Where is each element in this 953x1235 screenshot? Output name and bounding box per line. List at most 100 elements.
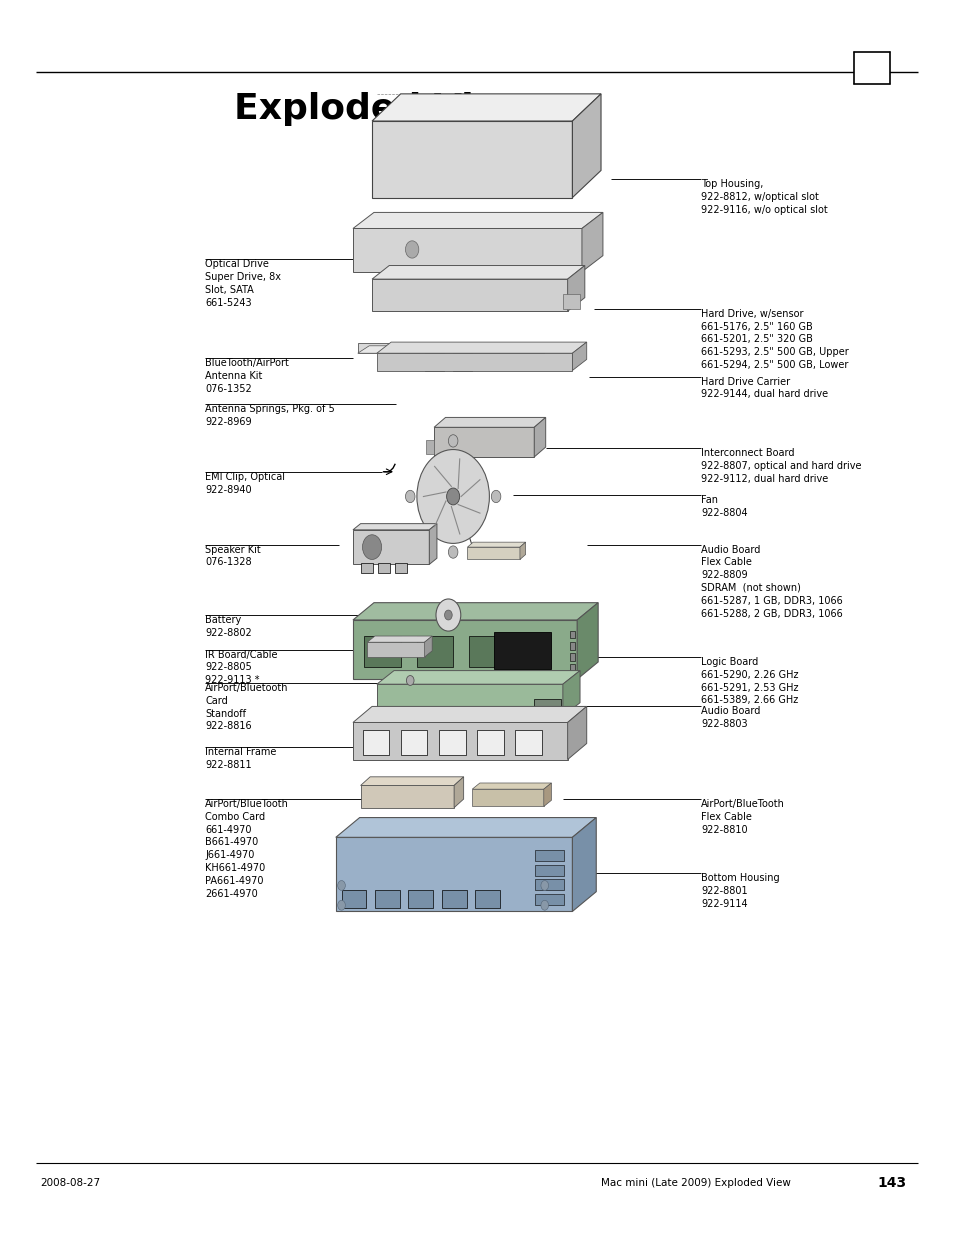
Bar: [441, 890, 466, 908]
Circle shape: [448, 546, 457, 558]
Polygon shape: [581, 212, 602, 272]
Circle shape: [444, 610, 452, 620]
Circle shape: [540, 881, 548, 890]
Bar: [377, 563, 390, 573]
Polygon shape: [335, 818, 596, 837]
Circle shape: [337, 881, 345, 890]
Text: AirPort/BlueTooth
Flex Cable
922-8810: AirPort/BlueTooth Flex Cable 922-8810: [700, 799, 784, 835]
Text: BlueTooth/AirPort
Antenna Kit
076-1352: BlueTooth/AirPort Antenna Kit 076-1352: [205, 358, 289, 394]
Bar: [476, 730, 503, 755]
Polygon shape: [543, 783, 551, 806]
Polygon shape: [367, 642, 424, 657]
Circle shape: [436, 599, 460, 631]
Polygon shape: [472, 783, 551, 789]
Polygon shape: [467, 542, 525, 547]
Bar: [569, 642, 575, 650]
Polygon shape: [357, 346, 555, 353]
Polygon shape: [426, 440, 434, 454]
Polygon shape: [572, 818, 596, 911]
Text: Internal Frame
922-8811: Internal Frame 922-8811: [205, 747, 276, 769]
Bar: [416, 636, 453, 667]
Bar: [469, 636, 505, 667]
Polygon shape: [519, 542, 525, 559]
Bar: [360, 563, 373, 573]
Text: AirPort/Bluetooth
Card
Standoff
922-8816: AirPort/Bluetooth Card Standoff 922-8816: [205, 683, 289, 731]
Polygon shape: [376, 353, 572, 370]
Circle shape: [446, 488, 459, 505]
Text: Optical Drive
Super Drive, 8x
Slot, SATA
661-5243: Optical Drive Super Drive, 8x Slot, SATA…: [205, 259, 281, 308]
Bar: [408, 890, 433, 908]
Text: Antenna Springs, Pkg. of 5
922-8969: Antenna Springs, Pkg. of 5 922-8969: [205, 404, 335, 426]
Polygon shape: [562, 294, 579, 309]
Bar: [853, 52, 889, 84]
Text: SDRAM  (not shown)
661-5287, 1 GB, DDR3, 1066
661-5288, 2 GB, DDR3, 1066: SDRAM (not shown) 661-5287, 1 GB, DDR3, …: [700, 583, 842, 619]
Polygon shape: [335, 837, 572, 911]
Bar: [569, 653, 575, 661]
Polygon shape: [353, 212, 602, 228]
Polygon shape: [434, 427, 534, 457]
Polygon shape: [360, 785, 454, 808]
Bar: [424, 353, 443, 370]
Polygon shape: [353, 620, 577, 679]
Circle shape: [540, 900, 548, 910]
Bar: [453, 353, 472, 370]
Polygon shape: [372, 266, 584, 279]
Polygon shape: [424, 636, 432, 657]
Polygon shape: [353, 228, 581, 272]
Bar: [362, 730, 389, 755]
Polygon shape: [372, 94, 600, 121]
Text: Bottom Housing
922-8801
922-9114: Bottom Housing 922-8801 922-9114: [700, 873, 779, 909]
Polygon shape: [372, 279, 567, 311]
Text: Audio Board
922-8803: Audio Board 922-8803: [700, 706, 760, 729]
Circle shape: [337, 900, 345, 910]
Polygon shape: [360, 777, 463, 785]
Polygon shape: [357, 343, 543, 353]
Text: Interconnect Board
922-8807, optical and hard drive
922-9112, dual hard drive: Interconnect Board 922-8807, optical and…: [700, 448, 861, 484]
Bar: [438, 730, 465, 755]
Bar: [341, 890, 366, 908]
Polygon shape: [353, 603, 598, 620]
Polygon shape: [372, 121, 572, 198]
Text: IR Board/Cable
922-8805
922-9113 *: IR Board/Cable 922-8805 922-9113 *: [205, 650, 277, 685]
Polygon shape: [376, 342, 586, 353]
Bar: [535, 894, 563, 905]
Text: Logic Board
661-5290, 2.26 GHz
661-5291, 2.53 GHz
661-5389, 2.66 GHz: Logic Board 661-5290, 2.26 GHz 661-5291,…: [700, 657, 798, 705]
Polygon shape: [467, 547, 519, 559]
Polygon shape: [454, 777, 463, 808]
Polygon shape: [376, 684, 562, 716]
Text: Exploded View: Exploded View: [233, 91, 531, 126]
Text: AirPort/BlueTooth
Combo Card
661-4970
B661-4970
J661-4970
KH661-4970
PA661-4970
: AirPort/BlueTooth Combo Card 661-4970 B6…: [205, 799, 289, 899]
Circle shape: [405, 241, 418, 258]
Text: Speaker Kit
076-1328: Speaker Kit 076-1328: [205, 545, 260, 567]
Bar: [364, 636, 400, 667]
Polygon shape: [376, 671, 579, 684]
Circle shape: [406, 676, 414, 685]
Polygon shape: [353, 530, 429, 564]
Bar: [534, 699, 560, 714]
Bar: [569, 664, 575, 672]
Text: 2008-08-27: 2008-08-27: [40, 1178, 100, 1188]
Bar: [535, 879, 563, 890]
Circle shape: [362, 535, 381, 559]
Polygon shape: [567, 706, 586, 760]
Bar: [535, 850, 563, 861]
Polygon shape: [472, 789, 543, 806]
Text: EMI Clip, Optical
922-8940: EMI Clip, Optical 922-8940: [205, 472, 285, 494]
Circle shape: [405, 490, 415, 503]
Bar: [475, 890, 499, 908]
Text: Fan
922-8804: Fan 922-8804: [700, 495, 747, 517]
Text: Top Housing,
922-8812, w/optical slot
922-9116, w/o optical slot: Top Housing, 922-8812, w/optical slot 92…: [700, 179, 827, 215]
Polygon shape: [434, 417, 545, 427]
Bar: [535, 864, 563, 876]
Polygon shape: [353, 706, 586, 722]
Polygon shape: [429, 524, 436, 564]
Polygon shape: [572, 342, 586, 370]
Polygon shape: [567, 266, 584, 311]
Circle shape: [491, 490, 500, 503]
Bar: [400, 730, 427, 755]
Bar: [515, 730, 541, 755]
Text: Battery
922-8802: Battery 922-8802: [205, 615, 252, 637]
Polygon shape: [562, 671, 579, 716]
Circle shape: [416, 450, 489, 543]
Polygon shape: [577, 603, 598, 679]
